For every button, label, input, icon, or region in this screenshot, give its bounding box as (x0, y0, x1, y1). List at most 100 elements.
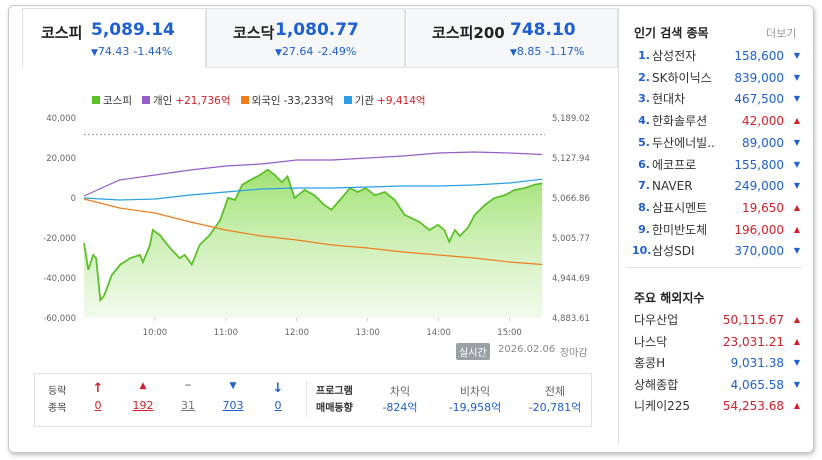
breadth-count[interactable]: 31 (181, 399, 195, 412)
index-value: 748.10 (510, 20, 576, 40)
index-tab[interactable]: 코스닥 1,080.77 ▼27.64 -2.49% (206, 8, 405, 68)
breadth-count[interactable]: 703 (222, 399, 244, 412)
change-value: 27.64 (281, 45, 314, 58)
world-row[interactable]: 나스닥 23,031.21 ▲ (632, 333, 802, 351)
realtime-badge: 실시간 (456, 343, 490, 360)
rank: 9. (638, 222, 650, 236)
popular-row[interactable]: 8. 삼표시멘트 19,650 ▲ (632, 199, 802, 217)
summary-box (34, 373, 592, 427)
stock-name: NAVER (652, 179, 693, 194)
y-tick-label: -60,000 (43, 314, 76, 324)
popular-row[interactable]: 1. 삼성전자 158,600 ▼ (632, 47, 802, 65)
popular-row[interactable]: 4. 한화솔루션 42,000 ▲ (632, 112, 802, 130)
index-value: 1,080.77 (275, 20, 359, 40)
x-tick-label: 10:00 (143, 328, 168, 338)
breadth-label: 등락 (48, 386, 67, 397)
series-line (83, 168, 543, 303)
divider (306, 381, 307, 417)
y2-tick-label: 5,127.94 (552, 154, 590, 164)
world-row[interactable]: 상해종합 4,065.58 ▼ (632, 376, 802, 394)
legend-swatch (141, 96, 150, 104)
value-arrow: ▼ (793, 379, 800, 389)
index-name: 코스피200 (432, 24, 505, 42)
change-arrow: ▼ (510, 48, 517, 58)
stock-price: 196,000 (734, 222, 784, 237)
divider (626, 267, 802, 268)
value-arrow: ▲ (793, 315, 800, 324)
legend-label: 개인 (152, 95, 173, 107)
world-row[interactable]: 홍콩H 9,031.38 ▼ (632, 354, 802, 372)
popular-row[interactable]: 5. 두산에너빌.. 89,000 ▼ (632, 134, 802, 152)
price-arrow: ▼ (793, 51, 800, 60)
popular-title: 인기 검색 종목 (634, 26, 709, 40)
index-tab[interactable]: 코스피 5,089.14 ▼74.43 -1.44% (22, 8, 206, 68)
index-value: 50,115.67 (722, 313, 784, 327)
stock-price: 42,000 (742, 114, 784, 129)
index-change: ▼27.64 -2.49% (275, 45, 356, 58)
value-arrow: ▼ (793, 358, 800, 367)
index-value: 4,065.58 (730, 377, 784, 392)
stock-price: 370,000 (734, 244, 784, 259)
rank: 10. (632, 244, 652, 258)
more-link[interactable]: 더보기 (766, 27, 797, 40)
popular-row[interactable]: 9. 한미반도체 196,000 ▲ (632, 221, 802, 239)
legend-item: 기관 +9,414억 (343, 93, 426, 108)
index-value: 23,031.21 (722, 334, 784, 349)
price-arrow: ▼ (793, 137, 800, 147)
popular-row[interactable]: 6. 에코프로 155,800 ▼ (632, 156, 802, 174)
legend-item: 외국인 -33,233억 (240, 93, 334, 108)
popular-row[interactable]: 10. 삼성SDI 370,000 ▼ (632, 242, 802, 260)
program-value: -824억 (382, 401, 418, 414)
legend-swatch (240, 96, 249, 104)
legend-item: 개인 +21,736억 (141, 93, 231, 108)
divider (618, 8, 619, 444)
index-name: 다우산업 (634, 313, 679, 327)
legend: 코스피 개인 +21,736억 외국인 -33,233억 기관 +9,414억 (92, 93, 426, 108)
stock-price: 158,600 (734, 49, 784, 63)
index-change: ▼8.85 -1.17% (510, 45, 584, 58)
popular-row[interactable]: 3. 현대차 467,500 ▼ (632, 90, 802, 108)
program-label: 매매동향 (316, 403, 353, 414)
index-name: 나스닥 (634, 334, 668, 349)
x-tick-label: 12:00 (285, 328, 310, 338)
stock-name: 현대차 (652, 92, 686, 107)
world-row[interactable]: 다우산업 50,115.67 ▲ (632, 311, 802, 329)
change-rate: -1.44% (133, 45, 173, 58)
legend-label: 외국인 (251, 95, 281, 107)
x-tick-label: 14:00 (426, 328, 451, 338)
breadth-count[interactable]: 0 (274, 399, 282, 412)
stock-price: 249,000 (734, 179, 784, 194)
price-arrow: ▼ (793, 159, 800, 169)
legend-value: +21,736억 (175, 95, 231, 107)
change-rate: -1.17% (545, 45, 585, 58)
stock-name: 삼성SDI (652, 244, 695, 259)
breadth-count[interactable]: 0 (94, 399, 102, 412)
index-name: 니케이225 (634, 399, 691, 413)
index-tab[interactable]: 코스피200 748.10 ▼8.85 -1.17% (405, 8, 618, 68)
world-row[interactable]: 니케이225 54,253.68 ▲ (632, 397, 802, 415)
rank: 8. (638, 200, 650, 214)
program-name: 비차익 (459, 385, 491, 398)
rank: 3. (638, 92, 650, 106)
rank: 2. (638, 70, 650, 84)
program-name: 전체 (544, 385, 566, 398)
stock-name: 삼표시멘트 (652, 200, 708, 215)
y2-tick-label: 5,189.02 (552, 114, 590, 124)
popular-row[interactable]: 2. SK하이닉스 839,000 ▼ (632, 69, 802, 87)
breadth-count[interactable]: 192 (132, 399, 154, 412)
price-arrow: ▼ (793, 94, 800, 104)
popular-row[interactable]: 7. NAVER 249,000 ▼ (632, 177, 802, 195)
stock-name: 삼성전자 (652, 49, 697, 63)
y2-tick-label: 4,944.69 (552, 274, 590, 284)
stock-price: 839,000 (734, 70, 784, 85)
y-tick-label: -20,000 (43, 234, 76, 244)
breadth-icon: ▼ (229, 381, 237, 391)
legend-label: 코스피 (103, 95, 132, 107)
value-arrow: ▲ (793, 401, 800, 410)
program-value: -19,958억 (448, 401, 502, 414)
y-tick-label: 0 (71, 194, 76, 204)
breadth-icon: ↑ (92, 381, 104, 396)
index-change: ▼74.43 -1.44% (91, 45, 172, 58)
price-arrow: ▼ (793, 246, 800, 256)
